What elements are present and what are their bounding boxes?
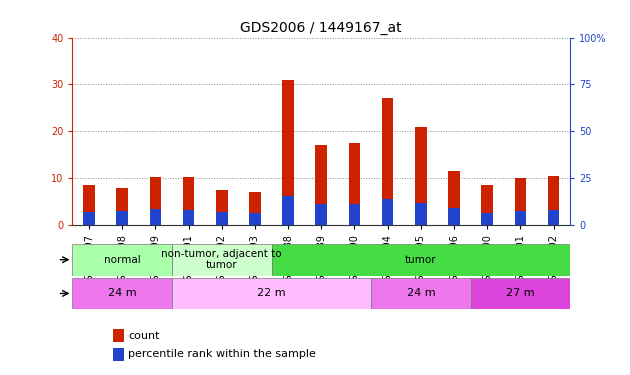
Text: 22 m: 22 m [257, 288, 286, 298]
Bar [172, 278, 371, 309]
Text: 24 m: 24 m [406, 288, 435, 298]
Text: normal: normal [104, 255, 140, 265]
Bar [515, 178, 526, 225]
Bar [249, 192, 261, 225]
Bar [282, 196, 294, 225]
Text: percentile rank within the sample: percentile rank within the sample [128, 350, 316, 359]
Bar [382, 199, 394, 225]
Bar [72, 244, 172, 276]
Bar [348, 143, 360, 225]
Text: count: count [128, 331, 159, 341]
Bar [481, 213, 493, 225]
Bar [216, 190, 227, 225]
Bar [113, 329, 123, 342]
Bar [415, 202, 427, 225]
Bar [316, 204, 327, 225]
Bar [113, 348, 123, 361]
Bar [316, 146, 327, 225]
Bar [83, 185, 95, 225]
Bar [448, 171, 460, 225]
Bar [216, 212, 227, 225]
Text: 24 m: 24 m [108, 288, 137, 298]
Bar [117, 211, 128, 225]
Text: non-tumor, adjacent to
tumor: non-tumor, adjacent to tumor [161, 249, 282, 270]
Bar [382, 99, 394, 225]
Text: tumor: tumor [405, 255, 437, 265]
Bar [481, 185, 493, 225]
Bar [371, 278, 471, 309]
Bar [149, 209, 161, 225]
Text: 27 m: 27 m [506, 288, 535, 298]
Bar [282, 80, 294, 225]
Bar [448, 208, 460, 225]
Bar [547, 210, 559, 225]
Title: GDS2006 / 1449167_at: GDS2006 / 1449167_at [241, 21, 402, 35]
Bar [183, 177, 195, 225]
Bar [547, 176, 559, 225]
Bar [117, 188, 128, 225]
Bar [183, 210, 195, 225]
Bar [415, 127, 427, 225]
Bar [515, 211, 526, 225]
Bar [172, 244, 272, 276]
Bar [348, 204, 360, 225]
Bar [471, 278, 570, 309]
Bar [72, 278, 172, 309]
Bar [83, 212, 95, 225]
Bar [249, 213, 261, 225]
Bar [149, 177, 161, 225]
Bar [272, 244, 570, 276]
